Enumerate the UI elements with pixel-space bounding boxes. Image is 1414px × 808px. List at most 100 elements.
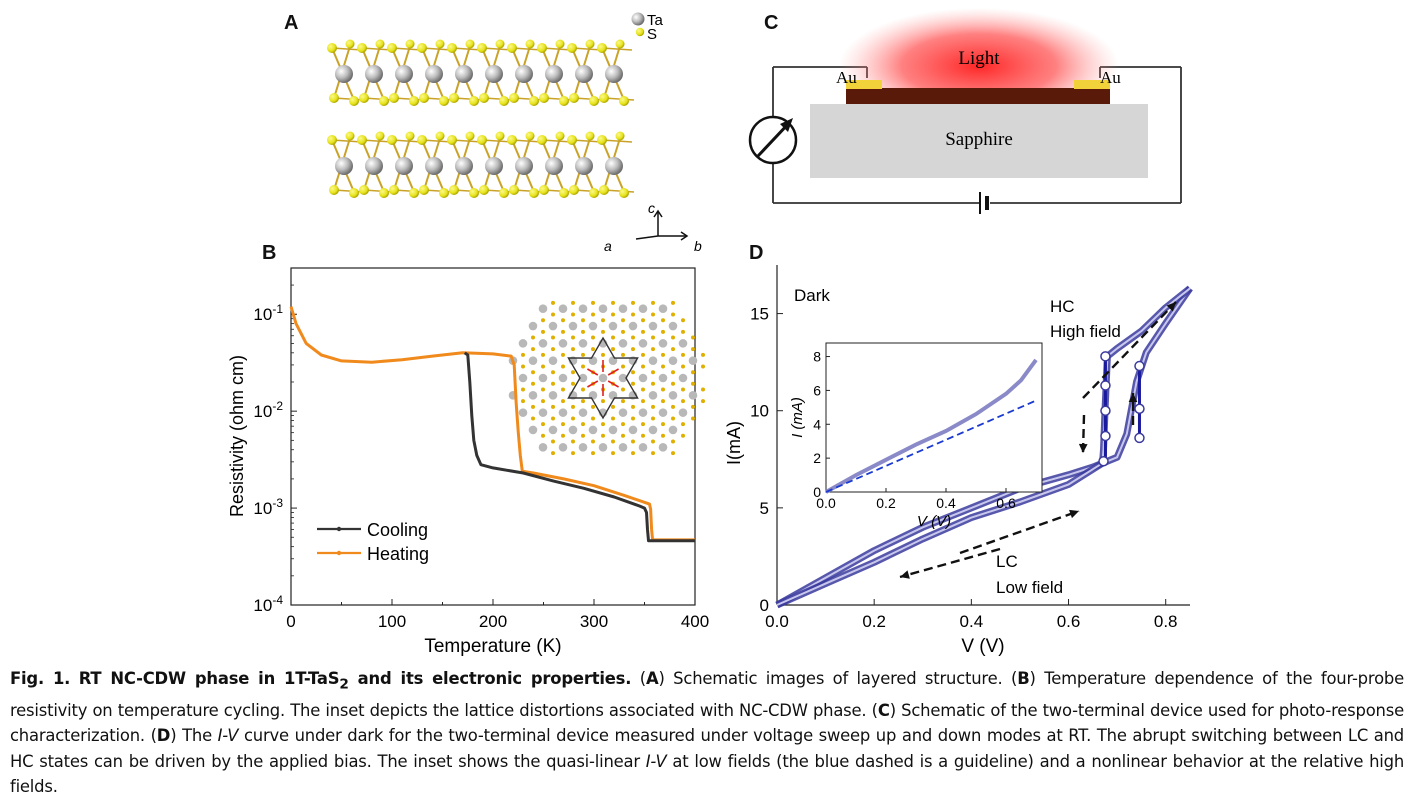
bond	[451, 47, 483, 51]
star-of-david	[567, 336, 639, 420]
inset-s-atom	[551, 416, 555, 421]
s-atom	[615, 39, 625, 49]
bond	[363, 189, 395, 193]
d-ytick-label: 5	[760, 499, 769, 518]
s-atom	[597, 43, 607, 53]
sapphire-substrate	[810, 104, 1148, 178]
inset-s-atom	[541, 318, 545, 323]
inset-ta-atom	[578, 408, 588, 417]
inset-s-atom	[631, 370, 635, 375]
ta-atom	[515, 157, 533, 175]
inset-ta-atom	[648, 356, 658, 365]
inset-s-atom	[561, 352, 565, 357]
d-ytick-label: 10	[750, 402, 769, 421]
inset-s-atom	[621, 352, 625, 357]
inset-ta-atom	[678, 373, 688, 383]
ta-atom	[455, 157, 473, 175]
caption-title: RT NC-CDW phase in 1T-TaS2 and its elect…	[78, 669, 632, 693]
inset-ta-atom	[598, 304, 608, 314]
b-ytick-label: 10-2	[253, 399, 283, 421]
caption-fig-label: Fig. 1.	[10, 669, 71, 688]
bond	[541, 47, 573, 51]
battery-icon	[979, 192, 989, 214]
inset-s-atom	[631, 300, 635, 305]
ta-atom	[365, 157, 383, 175]
inset-s-atom	[661, 433, 665, 438]
s-atom	[387, 135, 397, 145]
s-atom	[477, 135, 487, 145]
ta-atom	[485, 65, 503, 83]
s-atom	[447, 135, 457, 145]
bond	[601, 139, 633, 143]
series-cooling	[463, 351, 695, 543]
device-schematic: Light Au Au Sapphire	[748, 2, 1182, 214]
s-atom	[375, 131, 385, 141]
inset-ta-atom	[538, 408, 548, 417]
inset-s-atom	[661, 318, 665, 323]
bond	[421, 47, 453, 51]
s-atom	[507, 135, 517, 145]
s-atom	[389, 185, 399, 195]
s-atom	[409, 96, 419, 106]
caption-b-text: Temperature dependence of the four-probe…	[10, 669, 1404, 720]
ta-atom	[425, 157, 443, 175]
inset-ytick-label: 6	[813, 382, 821, 398]
inset-s-atom	[691, 381, 695, 386]
series-heating	[289, 306, 695, 542]
s-atom	[405, 39, 415, 49]
inset-ta-atom	[638, 408, 648, 417]
inset-ta-atom	[658, 339, 668, 348]
switch-marker	[1100, 430, 1111, 442]
bond	[481, 139, 513, 143]
iv-sweep-highlight	[776, 287, 1191, 606]
inset-s-atom	[641, 329, 645, 334]
sapphire-label: Sapphire	[945, 129, 1013, 150]
bond	[511, 139, 543, 143]
inset-s-atom	[641, 318, 645, 323]
bond	[573, 97, 605, 101]
tas2-film	[846, 88, 1110, 104]
arrow-low-field-down	[899, 547, 1001, 579]
inset-s-atom	[621, 318, 625, 323]
inset-s-atom	[561, 433, 565, 438]
inset-s-atom	[651, 335, 655, 340]
s-atom	[405, 131, 415, 141]
s-atom	[495, 131, 505, 141]
b-ylabel: Resistivity (ohm cm)	[227, 355, 247, 517]
inset-s-atom	[541, 364, 545, 369]
tas2-layer-bottom	[327, 131, 635, 198]
caption-d-text-3: at low fields (the blue dashed is a guid…	[10, 751, 1405, 796]
inset-s-atom	[521, 387, 525, 392]
inset-ta-atom	[538, 339, 548, 348]
inset-s-atom	[631, 404, 635, 409]
s-atom	[589, 188, 599, 198]
s-atom	[509, 93, 519, 103]
inset-s-atom	[611, 451, 615, 456]
inset-s-atom	[551, 451, 555, 456]
inset-ta-atom	[638, 304, 648, 314]
inset-s-atom	[621, 422, 625, 427]
s-atom	[357, 43, 367, 53]
b-xlabel: Temperature (K)	[424, 636, 561, 657]
inset-s-atom	[661, 364, 665, 369]
inset-ta-atom	[548, 425, 558, 435]
inset-s-atom	[651, 404, 655, 409]
bond	[393, 97, 425, 101]
bond	[333, 189, 365, 193]
caption-ref-d: D	[156, 726, 171, 746]
switch-marker	[1100, 351, 1111, 362]
bond	[451, 139, 483, 143]
d-xtick-label: 0.6	[1057, 612, 1081, 631]
bond	[601, 47, 633, 51]
bond	[331, 139, 363, 143]
inset-ta-atom	[658, 304, 668, 314]
inset-s-atom	[591, 416, 595, 421]
inset-s-atom	[591, 300, 595, 305]
bond	[331, 47, 363, 51]
d-ytick-label: 15	[750, 305, 769, 324]
s-atom	[449, 93, 459, 103]
s-atom	[449, 185, 459, 195]
ta-atom	[425, 65, 443, 83]
caption-d-text-1: The	[182, 726, 212, 746]
inset-ta-atom	[598, 373, 608, 383]
